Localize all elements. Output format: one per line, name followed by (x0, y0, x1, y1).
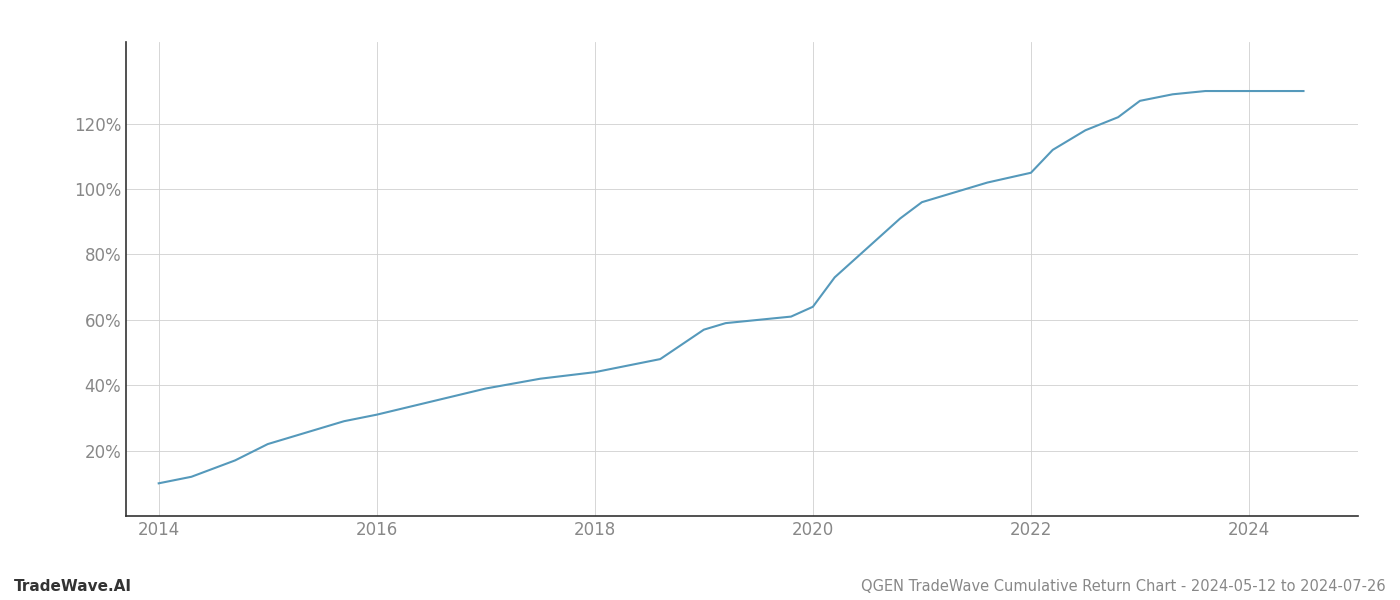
Text: TradeWave.AI: TradeWave.AI (14, 579, 132, 594)
Text: QGEN TradeWave Cumulative Return Chart - 2024-05-12 to 2024-07-26: QGEN TradeWave Cumulative Return Chart -… (861, 579, 1386, 594)
